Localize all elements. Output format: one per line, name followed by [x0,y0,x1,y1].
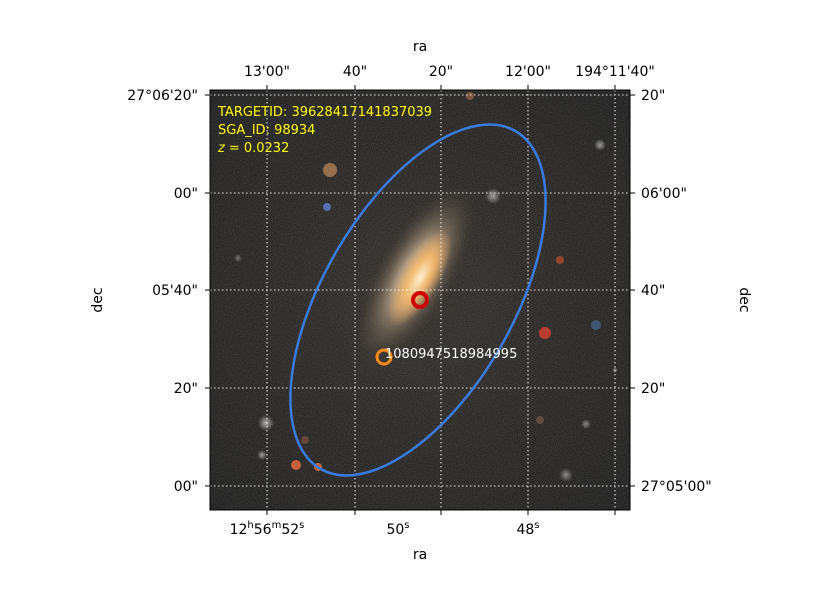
right-tick-label: 40" [641,283,665,299]
tick-hours: 12 [230,522,248,538]
sga-ellipse [289,123,547,477]
galaxy [352,181,478,369]
bottom-tick-label: 48s [516,520,539,538]
right-axis-label: dec [736,287,752,312]
sky-image [210,90,630,510]
other-target-label: 1080947518984995 [385,347,517,362]
left-axis-label: dec [90,287,106,312]
top-tick-label: 194°11'40" [575,64,655,80]
left-tick-label: 20" [174,381,198,397]
tick-seconds: 52 [281,522,299,538]
annotation-targetid: TARGETID: 39628417141837039 [217,105,432,120]
top-tick-label: 12'00" [505,64,551,80]
tick-hours-unit: h [247,520,253,531]
tick-marks [205,85,635,515]
image-frame [209,89,631,511]
top-axis-label: ra [413,39,427,55]
right-tick-label: 06'00" [641,186,687,202]
bottom-tick-label: 50s [386,520,409,538]
top-tick-label: 13'00" [244,64,290,80]
tick-minutes-unit: m [272,520,282,531]
field-stars [234,92,618,482]
right-tick-label: 20" [641,88,665,104]
redshift-symbol: z [217,141,226,156]
bottom-axis-label: ra [413,547,427,563]
tick-seconds: 50 [386,522,404,538]
bottom-tick-label: 12h56m52s [230,520,305,538]
left-tick-labels: 27°06'20" 00" 05'40" 20" 00" [127,88,198,495]
right-tick-label: 20" [641,381,665,397]
bottom-tick-labels: 12h56m52s 50s 48s [230,520,540,538]
annotation-sga-id: SGA_ID: 98934 [218,123,315,138]
tick-seconds-unit: s [299,520,304,531]
left-tick-label: 00" [174,479,198,495]
left-tick-label: 00" [174,186,198,202]
redshift-value: = 0.0232 [229,141,290,156]
top-tick-label: 20" [429,64,453,80]
right-tick-labels: 20" 06'00" 40" 20" 27°05'00" [641,88,712,495]
left-tick-label: 27°06'20" [127,88,198,104]
tick-minutes: 56 [254,522,272,538]
right-tick-label: 27°05'00" [641,479,712,495]
target-marker [411,291,429,309]
top-tick-labels: 13'00" 40" 20" 12'00" 194°11'40" [244,64,655,80]
tick-seconds: 48 [516,522,534,538]
tick-seconds-unit: s [404,520,409,531]
other-target-marker [375,348,393,366]
tick-seconds-unit: s [534,520,539,531]
top-tick-label: 40" [343,64,367,80]
annotation-redshift: z = 0.0232 [217,141,289,156]
left-tick-label: 05'40" [152,283,198,299]
